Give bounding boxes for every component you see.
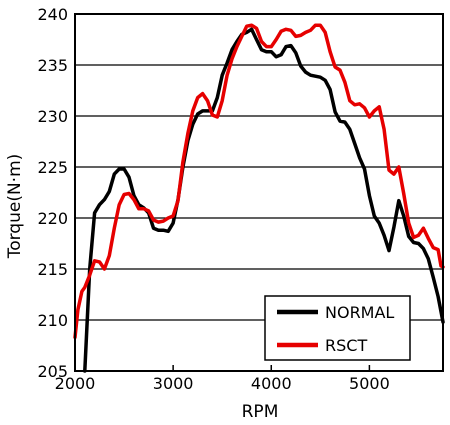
y-tick-label: 225 [37, 158, 68, 177]
series-line-rsct [73, 23, 445, 340]
y-tick-label: 205 [37, 362, 68, 381]
x-tick-label: 4000 [251, 374, 292, 393]
y-tick-label: 240 [37, 5, 68, 24]
y-axis-label: Torque(N·m) [5, 154, 25, 260]
x-tick-label: 5000 [349, 374, 390, 393]
legend-label-normal: NORMAL [325, 303, 394, 322]
y-tick-label: 235 [37, 56, 68, 75]
y-tick-label: 230 [37, 107, 68, 126]
axis-ticks: 205 210 215 220 225 230 235 240 2000 3000 4000 5000 [37, 5, 389, 393]
x-axis-label: RPM [242, 402, 279, 422]
series-lines [73, 23, 445, 373]
y-tick-label: 210 [37, 311, 68, 330]
legend: NORMAL RSCT [264, 295, 411, 361]
legend-box [264, 295, 411, 361]
y-tick-label: 220 [37, 209, 68, 228]
plot-frame [74, 13, 444, 372]
x-tick-label: 2000 [55, 374, 96, 393]
y-tick-label: 215 [37, 260, 68, 279]
legend-label-rsct: RSCT [325, 336, 367, 355]
x-tick-label: 3000 [153, 374, 194, 393]
